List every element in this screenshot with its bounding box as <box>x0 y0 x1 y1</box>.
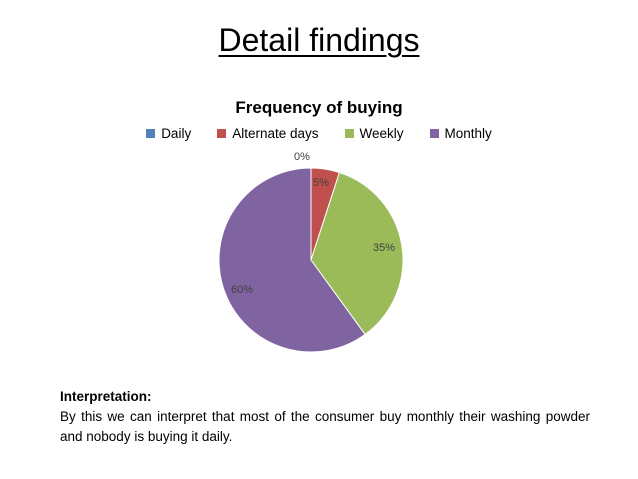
legend-label-daily: Daily <box>161 126 192 141</box>
data-label-monthly: 60% <box>231 284 253 296</box>
legend-item-daily: Daily <box>146 126 191 141</box>
legend-item-alternate-days: Alternate days <box>217 126 319 141</box>
legend-swatch-alternate-days <box>217 129 227 138</box>
interpretation-heading: Interpretation: <box>60 389 152 404</box>
pie-chart: 0% 5% 35% 60% <box>218 151 404 353</box>
slide-title: Detail findings <box>218 22 420 58</box>
legend-item-weekly: Weekly <box>344 126 404 141</box>
data-label-weekly: 35% <box>373 242 395 254</box>
chart-title: Frequency of buying <box>235 98 403 117</box>
pie-slice-weekly <box>310 171 404 336</box>
legend-swatch-weekly <box>344 129 354 138</box>
pie-slice-monthly <box>218 167 366 353</box>
legend-swatch-daily <box>146 129 156 138</box>
legend-label-weekly: Weekly <box>359 126 404 141</box>
legend-item-monthly: Monthly <box>429 126 492 141</box>
legend-swatch-monthly <box>429 129 439 138</box>
data-label-daily: 0% <box>294 151 310 163</box>
legend-label-alternate-days: Alternate days <box>232 126 319 141</box>
data-label-alternate-days: 5% <box>313 177 329 189</box>
legend-label-monthly: Monthly <box>444 126 492 141</box>
chart-legend: Daily Alternate days Weekly Monthly <box>0 126 638 141</box>
interpretation-block: Interpretation: By this we can interpret… <box>60 387 590 447</box>
interpretation-text: By this we can interpret that most of th… <box>60 409 590 444</box>
